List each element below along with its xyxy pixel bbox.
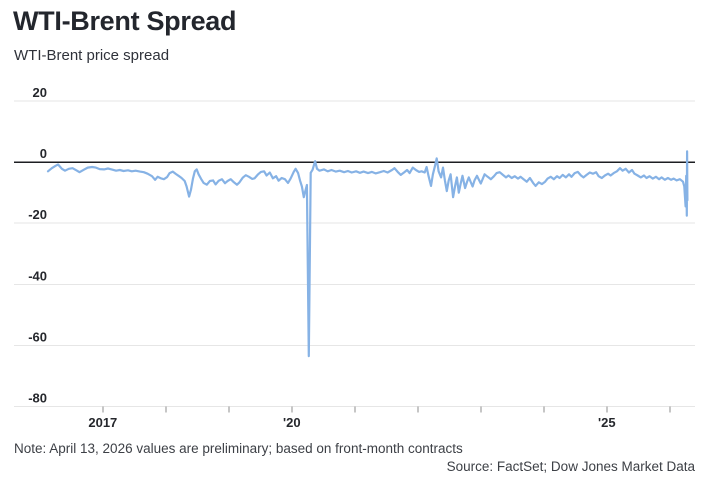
chart-source: Source: FactSet; Dow Jones Market Data (446, 459, 695, 474)
y-axis-labels: 20 0 -20 -40 -60 -80 (28, 85, 47, 406)
svg-text:'25: '25 (598, 415, 616, 430)
x-axis-labels: 2017 '20 '25 (88, 415, 615, 430)
svg-text:-20: -20 (28, 207, 47, 222)
chart-subtitle: WTI-Brent price spread (14, 47, 170, 64)
chart-note: Note: April 13, 2026 values are prelimin… (14, 441, 463, 456)
svg-text:-60: -60 (28, 329, 47, 344)
svg-text:-80: -80 (28, 391, 47, 406)
svg-text:'20: '20 (283, 415, 301, 430)
y-gridlines (14, 100, 695, 407)
svg-text:0: 0 (40, 146, 47, 161)
svg-text:20: 20 (33, 85, 47, 100)
spread-series-line (46, 150, 689, 358)
chart-title: WTI-Brent Spread (13, 6, 237, 36)
x-axis-ticks (102, 406, 671, 413)
svg-text:2017: 2017 (88, 415, 117, 430)
svg-text:-40: -40 (28, 268, 47, 283)
